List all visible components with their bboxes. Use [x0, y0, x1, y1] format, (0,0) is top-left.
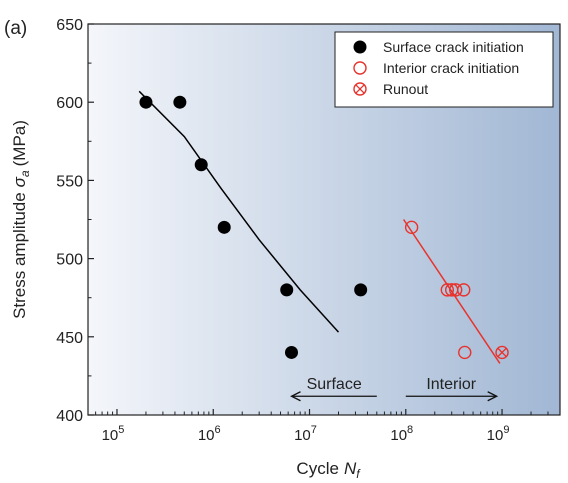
marker-shape — [354, 283, 368, 297]
legend-box — [334, 31, 554, 108]
panel-label: (a) — [4, 18, 27, 39]
y-tick-label: 600 — [56, 95, 83, 112]
x-axis-label-text: Cycle — [296, 459, 339, 478]
y-axis-ticks: 400 450 500 550 600 650 — [56, 17, 94, 425]
data-point — [458, 345, 472, 360]
y-tick-label: 550 — [56, 173, 83, 190]
fit-lines — [138, 90, 501, 364]
fit-line — [402, 219, 501, 364]
data-point — [440, 283, 455, 297]
legend-label: Interior crack initiation — [383, 60, 519, 76]
y-tick-label: 650 — [56, 17, 83, 34]
data-point — [285, 345, 299, 359]
annotation-arrow-head — [487, 391, 499, 402]
data-point — [457, 283, 471, 297]
marker-shape — [194, 158, 208, 172]
legend-marker — [353, 82, 367, 96]
data-point — [354, 283, 368, 297]
x-axis-ticks: 105 106 107 108 109 — [87, 409, 561, 444]
data-point — [404, 220, 419, 235]
marker-shape — [139, 95, 153, 109]
marker-cross — [497, 347, 507, 358]
marker-shape — [404, 220, 419, 235]
x-axis-label-symbol: N — [344, 459, 357, 478]
marker-cross — [355, 84, 365, 94]
data-point — [495, 345, 509, 360]
marker-shape — [285, 345, 299, 359]
y-axis-label-text: Stress amplitude — [10, 192, 29, 319]
marker-shape — [440, 283, 455, 297]
fit-line — [138, 90, 340, 333]
x-axis-label: Cycle Nf — [296, 459, 361, 481]
marker-shape — [280, 283, 294, 297]
legend: Surface crack initiation Interior crack i… — [334, 31, 554, 108]
y-axis-label-symbol: σ — [10, 176, 29, 187]
y-tick-label: 400 — [56, 408, 83, 425]
marker-shape — [353, 82, 367, 96]
x-tick-label: 105 — [102, 424, 125, 444]
data-point — [217, 220, 231, 234]
x-tick-label: 107 — [294, 424, 317, 444]
y-tick-label: 500 — [56, 252, 83, 269]
data-point — [194, 158, 208, 172]
data-point — [173, 95, 187, 109]
y-axis-label-unit: (MPa) — [10, 120, 29, 166]
data-point — [139, 95, 153, 109]
x-tick-label: 108 — [390, 424, 413, 444]
data-point — [448, 283, 463, 297]
marker-shape — [495, 345, 509, 360]
annotation-label: Interior — [426, 376, 476, 393]
data-point — [280, 283, 294, 297]
legend-item: Runout — [353, 81, 428, 97]
y-axis-label: Stress amplitude σa (MPa) — [10, 120, 32, 319]
legend-marker — [353, 61, 367, 75]
x-axis-label-subscript: f — [356, 467, 361, 481]
y-axis-label-subscript: a — [18, 170, 32, 177]
marker-shape — [448, 283, 463, 297]
marker-shape — [353, 61, 367, 75]
marker-shape — [173, 95, 187, 109]
legend-item: Surface crack initiation — [353, 39, 524, 55]
marker-shape — [457, 283, 471, 297]
marker-shape — [353, 40, 367, 54]
legend-item: Interior crack initiation — [353, 60, 519, 76]
y-tick-label: 450 — [56, 330, 83, 347]
x-tick-label: 106 — [198, 424, 221, 444]
marker-shape — [458, 345, 472, 360]
annotation-arrow-head — [290, 391, 301, 402]
marker-shape — [217, 220, 231, 234]
data-points — [139, 95, 509, 360]
x-tick-label: 109 — [487, 424, 510, 444]
annotations: Surface Interior — [290, 376, 499, 402]
legend-marker — [353, 40, 367, 54]
legend-label: Runout — [383, 81, 428, 97]
annotation-label: Surface — [307, 376, 362, 393]
legend-label: Surface crack initiation — [383, 39, 524, 55]
